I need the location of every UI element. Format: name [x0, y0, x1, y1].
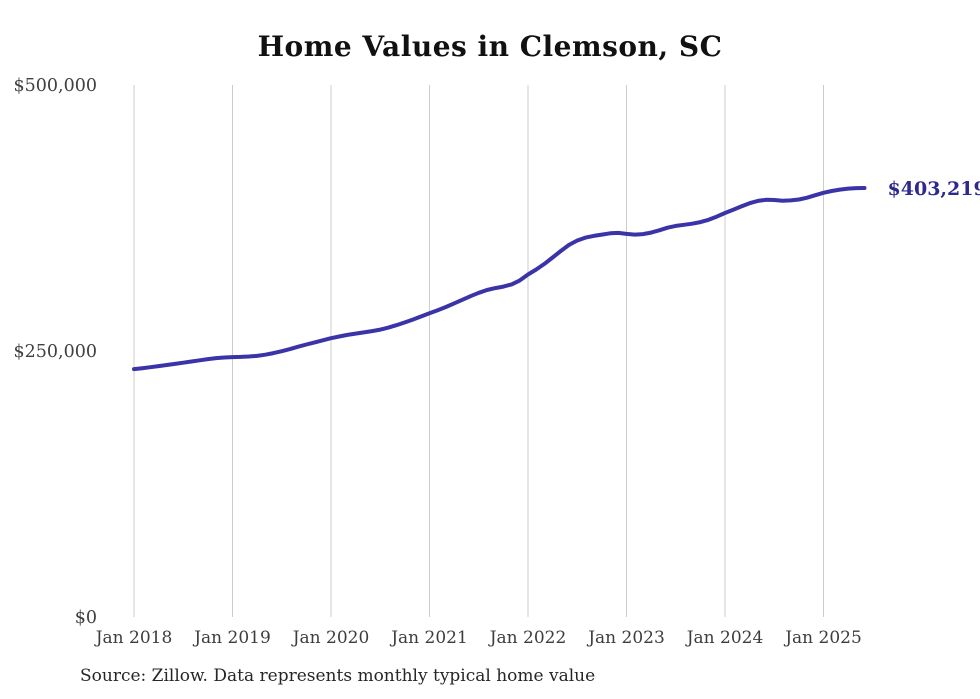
home-value-series-line — [132, 186, 867, 372]
chart-title: Home Values in Clemson, SC — [257, 30, 723, 63]
end-value-label: $403,219 — [888, 178, 980, 200]
x-tick-label: Jan 2024 — [685, 628, 764, 648]
source-note: Source: Zillow. Data represents monthly … — [80, 666, 596, 686]
x-tick-label: Jan 2018 — [94, 628, 173, 648]
y-tick-label: $500,000 — [13, 76, 97, 96]
x-tick-label: Jan 2022 — [488, 628, 567, 648]
x-tick-label: Jan 2025 — [783, 628, 862, 648]
y-tick-label: $250,000 — [13, 342, 97, 362]
x-tick-label: Jan 2021 — [389, 628, 468, 648]
y-tick-label: $0 — [75, 608, 97, 628]
x-tick-label: Jan 2019 — [192, 628, 271, 648]
x-tick-label: Jan 2020 — [291, 628, 370, 648]
x-tick-label: Jan 2023 — [586, 628, 665, 648]
